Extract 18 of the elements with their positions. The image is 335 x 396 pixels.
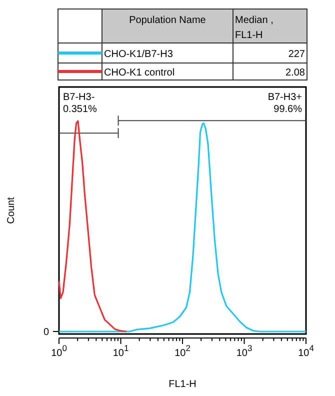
x-tick-label: 10$^{3}$: [236, 343, 252, 359]
legend-title: Population Name: [129, 15, 206, 26]
text: 0.351%: [63, 104, 98, 115]
text: 227: [288, 49, 306, 60]
x-tick-label: 10$^{0}$: [51, 343, 68, 359]
x-tick-label: 10$^{1}$: [112, 343, 129, 359]
y-axis-title: Count: [6, 196, 17, 224]
text: 0: [43, 327, 50, 338]
text: B7-H3+: [268, 92, 302, 103]
text: 99.6%: [274, 104, 302, 115]
text: B7-H3-: [63, 92, 95, 103]
text: Median , FL1-H: [235, 15, 274, 41]
x-tick-label: 10$^{4}$: [298, 343, 314, 359]
x-tick-label: 10$^{2}$: [174, 343, 191, 359]
text: 2.08: [286, 68, 306, 78]
x-axis-title: FL1-H: [168, 379, 196, 390]
legend-label: CHO-K1 control: [104, 68, 175, 78]
legend-label: CHO-K1/B7-H3: [104, 49, 174, 60]
